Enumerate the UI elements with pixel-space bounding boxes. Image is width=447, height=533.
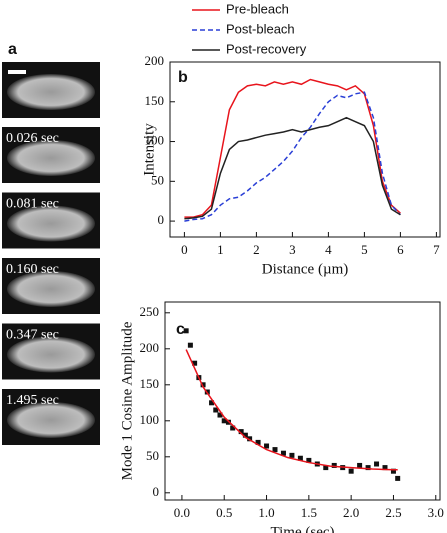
x-tick-label: 4 xyxy=(325,242,332,257)
x-tick-label: 0.5 xyxy=(216,505,232,520)
y-tick-label: 200 xyxy=(145,53,165,68)
y-tick-label: 0 xyxy=(153,484,160,499)
frame-label: 1.495 sec xyxy=(6,393,59,408)
x-tick-label: 0.0 xyxy=(174,505,190,520)
data-line xyxy=(184,91,401,222)
panel-label: b xyxy=(178,69,188,86)
cell xyxy=(7,271,95,307)
data-point xyxy=(264,443,270,449)
frame-label: 0.160 sec xyxy=(6,262,59,277)
data-point xyxy=(280,450,286,456)
panel-label: c xyxy=(176,321,185,338)
data-point xyxy=(297,455,303,461)
data-line xyxy=(184,78,401,218)
legend-label: Post-recovery xyxy=(226,41,307,56)
data-point xyxy=(323,465,329,471)
x-tick-label: 1.0 xyxy=(258,505,274,520)
data-point xyxy=(306,457,312,463)
cell xyxy=(7,205,95,242)
data-point xyxy=(331,462,337,468)
y-tick-label: 250 xyxy=(140,304,160,319)
y-tick-label: 0 xyxy=(158,212,165,227)
x-axis-title: Time (sec) xyxy=(270,524,334,533)
data-point xyxy=(390,468,396,474)
data-point xyxy=(213,407,219,413)
data-point xyxy=(238,429,244,435)
x-tick-label: 7 xyxy=(433,242,440,257)
data-point xyxy=(382,465,388,471)
x-tick-label: 2.5 xyxy=(385,505,401,520)
data-point xyxy=(357,462,363,468)
legend-label: Pre-bleach xyxy=(226,1,289,16)
data-point xyxy=(255,439,261,445)
micrograph xyxy=(2,62,100,118)
data-point xyxy=(230,425,236,431)
y-tick-label: 100 xyxy=(140,412,160,427)
data-point xyxy=(348,468,354,474)
plot-frame xyxy=(169,61,441,238)
y-tick-label: 50 xyxy=(146,448,159,463)
data-point xyxy=(242,432,248,438)
cell xyxy=(7,140,95,176)
data-point xyxy=(217,412,223,418)
data-point xyxy=(192,360,198,366)
data-point xyxy=(365,465,371,471)
data-line xyxy=(185,349,398,471)
x-tick-label: 6 xyxy=(397,242,404,257)
x-tick-label: 2.0 xyxy=(343,505,359,520)
cell xyxy=(7,336,95,373)
y-tick-label: 150 xyxy=(145,93,165,108)
y-axis-title: Intensity xyxy=(141,123,157,176)
data-point xyxy=(209,400,215,406)
frame-label: 0.081 sec xyxy=(6,197,59,212)
x-tick-label: 3 xyxy=(289,242,296,257)
y-tick-label: 150 xyxy=(140,376,160,391)
legend-label: Post-bleach xyxy=(226,21,295,36)
data-point xyxy=(247,436,253,442)
frame-label: 0.026 sec xyxy=(6,131,59,146)
y-tick-label: 100 xyxy=(145,133,165,148)
data-line xyxy=(184,116,401,220)
frame-label: 0.347 sec xyxy=(6,328,59,343)
data-point xyxy=(187,342,193,348)
data-point xyxy=(221,418,227,424)
x-tick-label: 1.5 xyxy=(301,505,317,520)
panel-label: a xyxy=(8,41,17,58)
data-point xyxy=(200,382,206,388)
x-tick-label: 5 xyxy=(361,242,368,257)
x-tick-label: 1 xyxy=(217,242,224,257)
data-point xyxy=(272,447,278,453)
plot-frame xyxy=(164,301,441,501)
y-tick-label: 200 xyxy=(140,340,160,355)
data-point xyxy=(395,475,401,481)
y-axis-title: Mode 1 Cosine Amplitude xyxy=(119,321,135,480)
x-axis-title: Distance (µm) xyxy=(262,261,349,277)
x-tick-label: 0 xyxy=(181,242,188,257)
y-tick-label: 50 xyxy=(151,172,164,187)
data-point xyxy=(374,461,380,467)
cell xyxy=(7,402,95,438)
x-tick-label: 3.0 xyxy=(428,505,444,520)
data-point xyxy=(289,452,295,458)
x-tick-label: 2 xyxy=(253,242,260,257)
data-point xyxy=(183,328,189,334)
